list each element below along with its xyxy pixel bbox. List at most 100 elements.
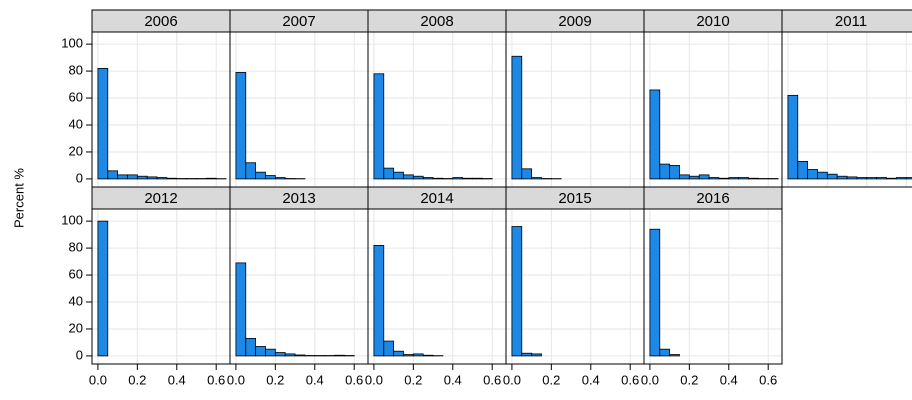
bar: [836, 175, 848, 180]
y-tick-label: 60: [69, 89, 83, 104]
bar: [511, 226, 523, 357]
x-tick-label: 0.0: [503, 372, 521, 387]
y-tick-label: 80: [69, 63, 83, 78]
bar: [866, 177, 878, 180]
bar: [107, 170, 119, 180]
panel-plot: [92, 209, 230, 364]
panel-title: 2015: [558, 190, 591, 207]
y-tick-label: 80: [69, 240, 83, 255]
bar: [649, 228, 661, 357]
bar: [156, 177, 168, 180]
x-tick-label: 0.4: [582, 372, 600, 387]
bar: [235, 262, 247, 357]
x-tick-label: 0.0: [89, 372, 107, 387]
bar: [97, 220, 109, 357]
bar: [649, 89, 661, 180]
x-tick-label: 0.4: [168, 372, 186, 387]
panel-title: 2008: [420, 13, 453, 30]
bar: [748, 177, 759, 180]
bar: [826, 173, 838, 180]
bar: [117, 174, 128, 180]
y-tick-label: 0: [76, 170, 83, 185]
panel-plot: [230, 32, 368, 187]
panel-plot: [368, 32, 506, 187]
panel-plot: [506, 209, 644, 364]
y-tick-label: 20: [69, 320, 83, 335]
bar: [521, 168, 533, 180]
bar: [274, 352, 286, 357]
bar: [255, 171, 266, 180]
panel-plot: [782, 32, 912, 187]
bar: [245, 337, 257, 357]
panel-frame: [91, 208, 231, 365]
panel-title: 2011: [835, 13, 867, 30]
panel-plot: [230, 209, 368, 364]
bar: [718, 177, 730, 180]
bar: [787, 94, 799, 180]
bar: [472, 177, 483, 180]
y-tick-label: 40: [69, 116, 83, 131]
bar: [245, 162, 257, 180]
bar: [807, 169, 818, 180]
panel-title: 2014: [420, 190, 453, 207]
bar: [373, 73, 385, 180]
bar: [531, 177, 542, 180]
bar: [403, 354, 414, 357]
bar: [127, 174, 138, 180]
x-tick-label: 0.6: [207, 372, 225, 387]
x-tick-label: 0.4: [720, 372, 738, 387]
y-tick-label: 100: [61, 213, 83, 228]
bar: [452, 177, 464, 180]
panel-frame: [505, 31, 645, 188]
panel-plot: [368, 209, 506, 364]
bar: [856, 177, 868, 180]
bar: [659, 348, 671, 357]
bar: [334, 354, 345, 357]
bar: [393, 350, 404, 357]
panel-title: 2016: [696, 190, 729, 207]
bar: [255, 346, 266, 357]
x-tick-label: 0.2: [542, 372, 560, 387]
bar: [738, 177, 749, 180]
bar: [373, 244, 385, 357]
bar: [886, 177, 897, 180]
y-tick-label: 20: [69, 143, 83, 158]
bar: [97, 67, 109, 180]
panel-title: 2012: [144, 190, 177, 207]
panel-title: 2013: [282, 190, 315, 207]
x-tick-label: 0.6: [621, 372, 639, 387]
bar: [728, 177, 740, 180]
x-tick-label: 0.2: [266, 372, 284, 387]
x-tick-label: 0.6: [345, 372, 363, 387]
x-tick-label: 0.0: [641, 372, 659, 387]
bar: [688, 175, 700, 180]
bar: [393, 171, 404, 180]
bar: [797, 160, 809, 180]
panel-plot: [506, 32, 644, 187]
panel-plot: [644, 32, 782, 187]
bar: [846, 176, 858, 180]
x-tick-label: 0.0: [227, 372, 245, 387]
x-tick-label: 0.6: [759, 372, 777, 387]
bar: [698, 174, 710, 180]
y-tick-label: 100: [61, 36, 83, 51]
x-tick-label: 0.2: [128, 372, 146, 387]
bar: [383, 167, 395, 180]
bar: [265, 348, 276, 357]
panel-title: 2007: [282, 13, 315, 30]
panel-plot: [92, 32, 230, 187]
y-tick-label: 40: [69, 293, 83, 308]
panel-plot: [644, 209, 782, 364]
panel-frame: [781, 31, 912, 188]
bar: [905, 177, 912, 180]
bar: [462, 177, 473, 180]
bar: [679, 174, 690, 180]
bar: [511, 55, 523, 180]
bar: [531, 353, 542, 357]
bar: [422, 354, 434, 357]
bar: [432, 177, 444, 180]
bar: [422, 177, 434, 180]
x-tick-label: 0.2: [404, 372, 422, 387]
bar: [146, 176, 158, 180]
